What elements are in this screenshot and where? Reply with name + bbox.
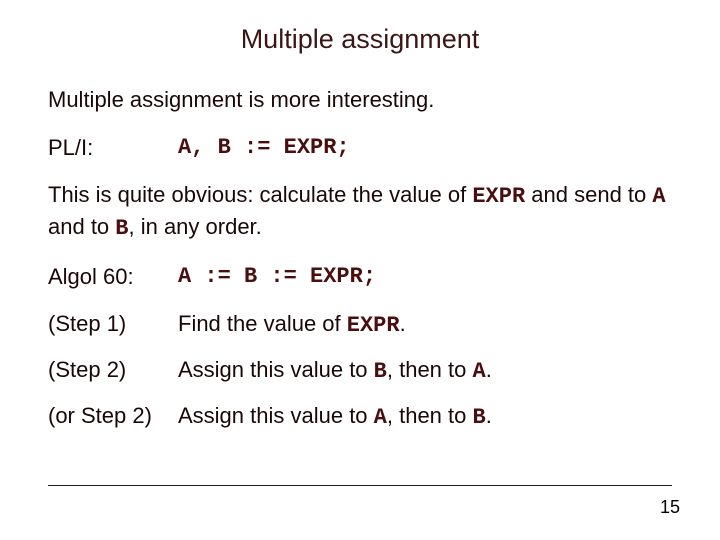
step2-code2: A [473,359,486,384]
divider [48,485,672,486]
step2alt-text2: , then to [387,403,473,428]
step2alt-code2: B [473,405,486,430]
step1-text2: . [400,311,406,336]
algol-code: A := B := EXPR; [178,262,672,292]
slide-title: Multiple assignment [48,24,672,55]
explain-code3: B [115,216,128,241]
algol-label: Algol 60: [48,262,178,292]
explain-part3: and to [48,214,115,239]
step2alt-label: (or Step 2) [48,401,178,433]
step2alt-code1: A [374,405,387,430]
step1-code: EXPR [347,313,400,338]
explain-code1: EXPR [472,184,525,209]
step1-text1: Find the value of [178,311,347,336]
step2alt-text3: . [486,403,492,428]
step2-text3: . [486,357,492,382]
explain-text: This is quite obvious: calculate the val… [48,180,672,243]
pli-label: PL/I: [48,133,178,163]
step2-row: (Step 2) Assign this value to B, then to… [48,355,672,387]
step2-label: (Step 2) [48,355,178,387]
pli-row: PL/I: A, B := EXPR; [48,133,672,163]
step2alt-text1: Assign this value to [178,403,374,428]
intro-text: Multiple assignment is more interesting. [48,85,672,115]
pli-code: A, B := EXPR; [178,133,672,163]
explain-part2: and send to [525,182,652,207]
step2-text1: Assign this value to [178,357,374,382]
algol-row: Algol 60: A := B := EXPR; [48,262,672,292]
step2-code1: B [374,359,387,384]
step2-content: Assign this value to B, then to A. [178,355,672,387]
step1-content: Find the value of EXPR. [178,309,672,341]
page-number: 15 [660,497,680,518]
step2-text2: , then to [387,357,473,382]
step1-row: (Step 1) Find the value of EXPR. [48,309,672,341]
explain-part4: , in any order. [128,214,261,239]
step1-label: (Step 1) [48,309,178,341]
explain-code2: A [652,184,665,209]
step2alt-content: Assign this value to A, then to B. [178,401,672,433]
explain-part1: This is quite obvious: calculate the val… [48,182,472,207]
step2alt-row: (or Step 2) Assign this value to A, then… [48,401,672,433]
